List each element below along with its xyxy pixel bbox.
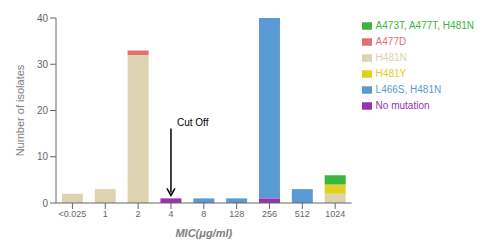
svg-text:512: 512	[295, 209, 310, 219]
svg-text:2: 2	[136, 209, 141, 219]
html-text:L466S, H481N: L466S, H481N	[375, 84, 442, 95]
html-text:A473T, A477T, H481N: A473T, A477T, H481N	[375, 20, 474, 31]
svg-text:MIC(μg/ml): MIC(μg/ml)	[175, 227, 232, 239]
svg-text:40: 40	[37, 13, 49, 24]
svg-text:Cut Off: Cut Off	[177, 117, 209, 128]
svg-text:256: 256	[262, 209, 277, 219]
html-text:No mutation: No mutation	[375, 100, 430, 111]
html-text:H481N: H481N	[375, 52, 407, 63]
svg-text:128: 128	[229, 209, 244, 219]
svg-text:8: 8	[201, 209, 206, 219]
svg-text:1024: 1024	[325, 209, 345, 219]
svg-text:1: 1	[103, 209, 108, 219]
html-text:A477D: A477D	[375, 36, 407, 47]
svg-text:<0.025: <0.025	[59, 209, 87, 219]
svg-text:10: 10	[37, 151, 49, 162]
svg-text:20: 20	[37, 105, 49, 116]
svg-text:4: 4	[168, 209, 173, 219]
html-text:H481Y: H481Y	[375, 68, 407, 79]
svg-text:30: 30	[37, 59, 49, 70]
svg-text:Number of isolates: Number of isolates	[14, 64, 26, 156]
svg-text:0: 0	[42, 198, 48, 209]
